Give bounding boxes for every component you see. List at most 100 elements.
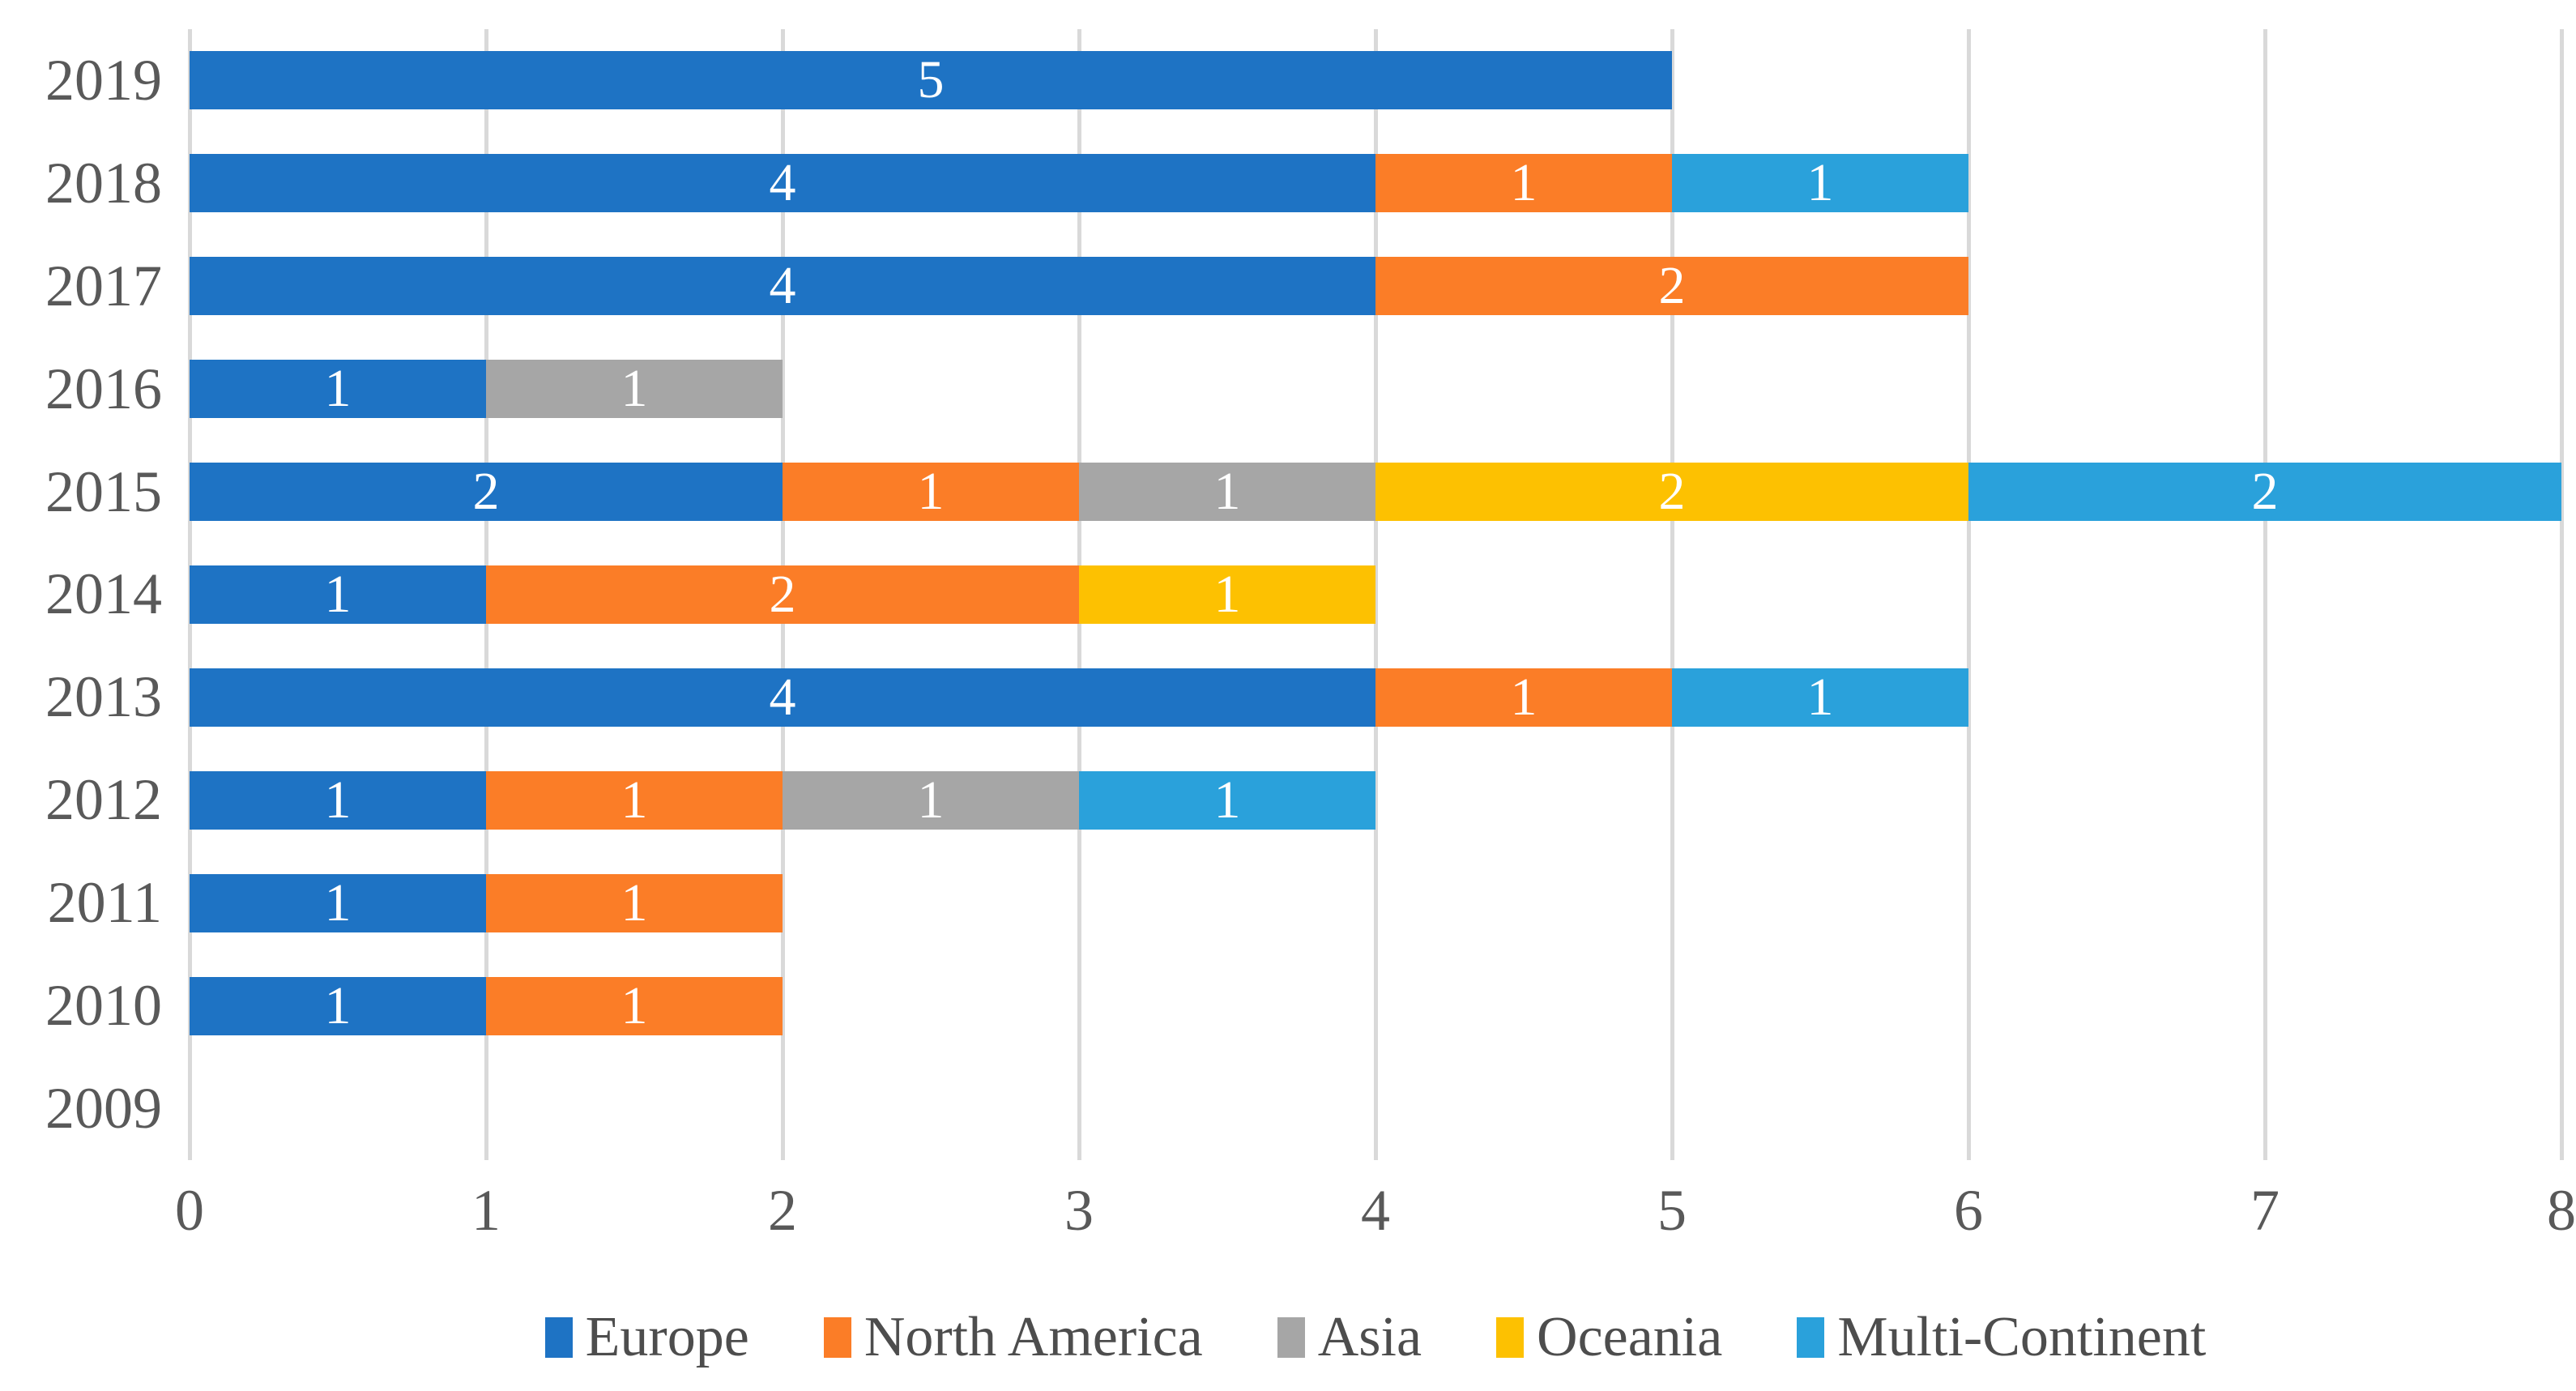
stacked-bar: 1 1 1 1 (190, 770, 1375, 830)
chart-row (190, 1057, 2561, 1160)
bar-segment-value: 1 (1806, 153, 1834, 213)
x-axis-tick-label: 3 (1064, 1178, 1094, 1243)
bar-segment: 1 (1079, 565, 1375, 624)
legend: Europe North America Asia Oceania Multi-Cont… (190, 1293, 2561, 1382)
bar-segment-value: 1 (324, 564, 352, 624)
y-axis-label: 2011 (47, 870, 162, 936)
legend-item-europe: Europe (544, 1306, 749, 1368)
legend-swatch-icon (823, 1317, 851, 1358)
bar-segment-value: 1 (621, 770, 648, 830)
bar-segment: 1 (486, 975, 783, 1035)
stacked-bar: 4 1 1 (190, 153, 1968, 213)
x-axis-tick-label: 8 (2547, 1178, 2576, 1243)
x-axis-tick-label: 7 (2250, 1178, 2280, 1243)
x-axis-tick-label: 1 (471, 1178, 501, 1243)
legend-item-asia: Asia (1277, 1309, 1422, 1366)
stacked-bar: 2 1 1 2 2 (190, 462, 2561, 522)
x-axis: 0 1 2 3 4 5 6 7 8 (175, 1178, 2576, 1260)
bar-segment: 1 (1672, 153, 1968, 213)
bar-segment: 1 (190, 359, 486, 419)
chart-row: 4 1 1 (190, 132, 2561, 235)
bar-segment: 5 (190, 51, 1672, 110)
bar-segment-value: 4 (769, 667, 796, 727)
legend-label: Multi-Continent (1837, 1306, 2207, 1368)
bar-segment-value: 2 (472, 462, 500, 522)
bar-segment-value: 2 (2251, 462, 2279, 522)
bar-segment: 1 (1375, 668, 1672, 727)
bar-segment: 1 (783, 462, 1079, 522)
x-axis-tick-label: 0 (175, 1178, 204, 1243)
bar-segment-value: 2 (769, 564, 796, 624)
bar-segment-value: 1 (1510, 153, 1537, 213)
y-axis-label: 2017 (45, 253, 162, 318)
bar-segment-value: 1 (917, 462, 945, 522)
bar-segment-value: 2 (1658, 462, 1686, 522)
gridline (1966, 29, 1971, 1160)
bar-segment-value: 1 (1213, 564, 1241, 624)
bar-segment: 1 (783, 770, 1079, 830)
legend-label: Europe (585, 1306, 749, 1368)
legend-swatch-icon (1496, 1317, 1525, 1358)
x-axis-tick-label: 4 (1361, 1178, 1390, 1243)
bar-segment: 2 (1375, 256, 1968, 316)
bar-segment: 2 (1968, 462, 2561, 522)
legend-item-north-america: North America (823, 1306, 1203, 1368)
y-axis-label: 2009 (45, 1076, 162, 1141)
y-axis-label: 2016 (45, 356, 162, 421)
y-axis-label: 2013 (45, 664, 162, 730)
bar-segment-value: 1 (324, 975, 352, 1035)
bar-segment: 1 (1375, 153, 1672, 213)
bar-segment: 2 (1375, 462, 1968, 522)
bar-segment: 1 (486, 360, 783, 419)
bar-segment-value: 1 (324, 873, 352, 932)
bar-segment: 2 (486, 565, 1079, 624)
legend-label: Oceania (1537, 1306, 1723, 1368)
x-axis-tick-label: 2 (768, 1178, 797, 1243)
gridline (1373, 29, 1378, 1160)
bar-segment-value: 1 (621, 975, 648, 1035)
bar-segment: 4 (190, 257, 1375, 316)
bar-segment: 1 (1079, 462, 1375, 522)
chart-row: 4 1 1 (190, 646, 2561, 749)
legend-swatch-icon (544, 1317, 573, 1358)
legend-item-multi-continent: Multi-Continent (1797, 1309, 2206, 1366)
gridline (2263, 29, 2267, 1160)
bar-segment: 1 (486, 873, 783, 932)
gridline (2559, 29, 2564, 1160)
bar-segment-value: 1 (1510, 667, 1537, 727)
bar-segment-value: 1 (917, 770, 945, 830)
bar-segment: 1 (190, 770, 486, 830)
bar-segment-value: 1 (1213, 462, 1241, 522)
bar-segment: 1 (486, 770, 783, 830)
bar-segment: 1 (1079, 770, 1375, 830)
bar-segment-value: 1 (324, 359, 352, 419)
legend-swatch-icon (1797, 1317, 1825, 1358)
y-axis-label: 2019 (45, 47, 162, 113)
bar-segment-value: 2 (1658, 256, 1686, 316)
x-axis-tick-label: 6 (1954, 1178, 1983, 1243)
legend-swatch-icon (1277, 1317, 1305, 1358)
legend-label: North America (864, 1306, 1203, 1368)
y-axis-label: 2015 (45, 459, 162, 524)
stacked-bar: 4 1 1 (190, 668, 1968, 727)
gridline (1670, 29, 1674, 1160)
stacked-bar: 5 (190, 51, 1672, 110)
bar-segment-value: 4 (769, 153, 796, 213)
bar-segment-value: 1 (324, 770, 352, 830)
bar-segment-value: 1 (1806, 667, 1834, 727)
stacked-bar: 1 2 1 (190, 565, 1375, 624)
legend-item-oceania: Oceania (1496, 1309, 1722, 1366)
bar-segment: 4 (190, 153, 1375, 213)
chart-row: 1 2 1 (190, 544, 2561, 646)
bar-segment: 1 (190, 565, 486, 624)
y-axis-label: 2010 (45, 973, 162, 1039)
